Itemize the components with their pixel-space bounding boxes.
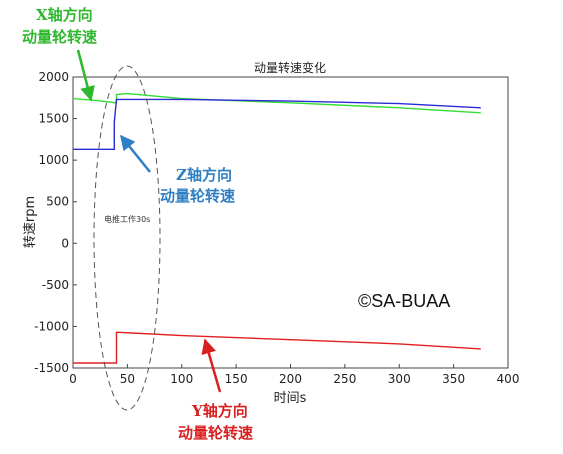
z-wheel-label-line1: Z轴方向 bbox=[176, 166, 232, 184]
copyright-text: ©SA-BUAA bbox=[358, 291, 450, 311]
y-tick-label: -500 bbox=[42, 278, 69, 292]
y-axis-ticks: -1500 -1000 -500 0 500 1000 1500 2000 bbox=[34, 70, 77, 375]
y-tick-label: -1000 bbox=[34, 319, 69, 333]
x-tick-label: 100 bbox=[170, 372, 193, 386]
x-axis-label: 时间s bbox=[274, 391, 307, 406]
chart-title: 动量转速变化 bbox=[254, 60, 326, 75]
series-layer bbox=[72, 92, 481, 364]
z-wheel-arrow bbox=[120, 134, 151, 173]
y-wheel-label-line1: Y轴方向 bbox=[191, 402, 248, 420]
x-wheel-arrow bbox=[76, 49, 95, 102]
x-tick-label: 350 bbox=[442, 372, 465, 386]
y-wheel-arrow bbox=[201, 338, 222, 393]
y-tick-label: 500 bbox=[46, 195, 69, 209]
y-tick-label: 0 bbox=[61, 236, 69, 250]
x-wheel-label-line1: X轴方向 bbox=[36, 6, 93, 24]
y-axis-label: 转速rpm bbox=[23, 196, 38, 248]
y-wheel-label-line2: 动量轮转速 bbox=[178, 424, 253, 442]
x-tick-label: 300 bbox=[388, 372, 411, 386]
x-tick-label: 50 bbox=[120, 372, 135, 386]
series-line-0 bbox=[72, 92, 481, 114]
x-tick-label: 150 bbox=[225, 372, 248, 386]
x-tick-label: 250 bbox=[333, 372, 356, 386]
x-tick-label: 400 bbox=[497, 372, 520, 386]
series-line-1 bbox=[73, 98, 481, 151]
series-line-2 bbox=[73, 331, 481, 364]
plot-area bbox=[72, 76, 509, 369]
x-tick-label: 200 bbox=[279, 372, 302, 386]
x-wheel-label-line2: 动量轮转速 bbox=[22, 28, 97, 46]
x-axis-ticks: 0 50 100 150 200 250 300 350 400 bbox=[69, 364, 519, 386]
y-tick-label: 1000 bbox=[38, 153, 69, 167]
x-tick-label: 0 bbox=[69, 372, 77, 386]
y-tick-label: 1500 bbox=[38, 112, 69, 126]
y-tick-label: -1500 bbox=[34, 361, 69, 375]
y-tick-label: 2000 bbox=[38, 70, 69, 84]
event-highlight-ellipse bbox=[93, 65, 161, 411]
motor-note: 电推工作30s bbox=[104, 214, 150, 224]
z-wheel-label-line2: 动量轮转速 bbox=[160, 187, 235, 205]
